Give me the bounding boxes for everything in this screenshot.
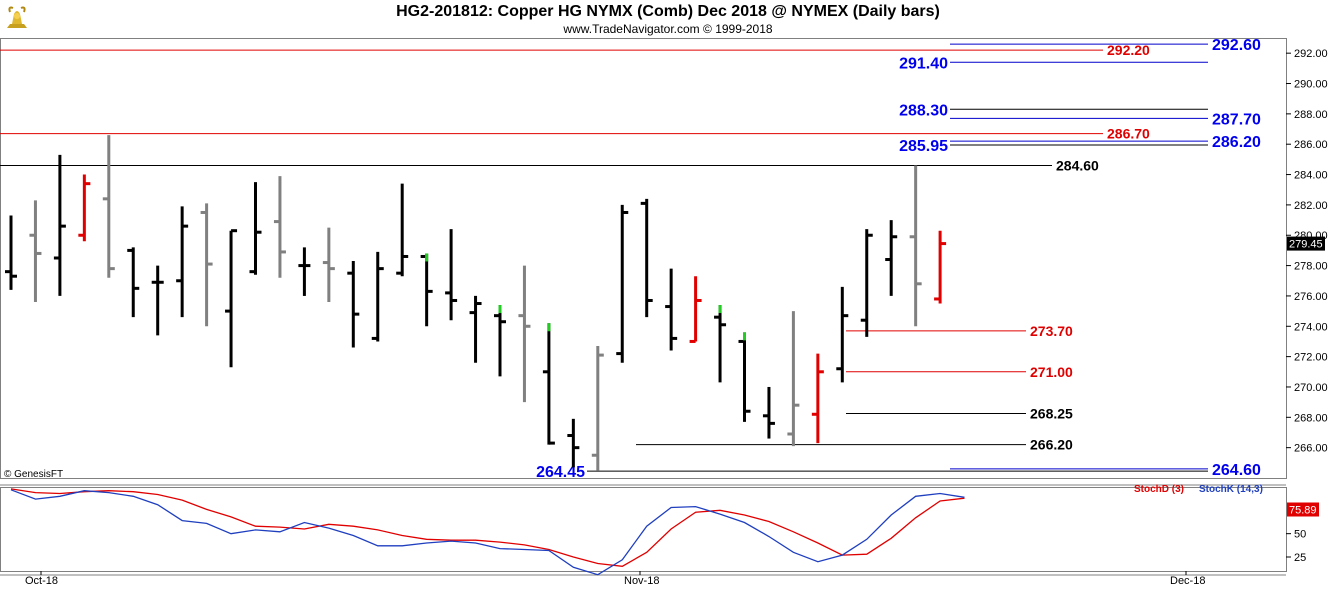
y-tick-label: 270.00 <box>1294 382 1328 394</box>
legend-stochd: StochD (3) <box>1134 484 1184 495</box>
level-label: 273.70 <box>1030 323 1073 339</box>
level-label: 287.70 <box>1212 111 1261 128</box>
level-label: 264.60 <box>1212 462 1261 479</box>
copyright-text: © GenesisFT <box>4 469 64 480</box>
chart-subtitle: www.TradeNavigator.com © 1999-2018 <box>563 22 773 36</box>
price-panel-frame <box>0 38 1287 479</box>
y-tick-label: 266.00 <box>1294 443 1328 455</box>
osc-tick-label: 25 <box>1294 552 1306 564</box>
x-tick-label: Oct-18 <box>25 575 58 587</box>
y-tick-label: 274.00 <box>1294 321 1328 333</box>
y-tick-label: 290.00 <box>1294 79 1328 91</box>
level-label: 271.00 <box>1030 364 1073 380</box>
gold-bull-logo-icon <box>4 2 30 32</box>
y-tick-label: 292.00 <box>1294 48 1328 60</box>
level-label: 286.20 <box>1212 134 1261 151</box>
level-label: 288.30 <box>899 102 948 119</box>
chart-title: HG2-201812: Copper HG NYMX (Comb) Dec 20… <box>396 3 940 20</box>
level-label: 266.20 <box>1030 437 1073 453</box>
legend-stochk: StochK (14,3) <box>1199 484 1263 495</box>
level-label: 284.60 <box>1056 157 1099 173</box>
y-tick-label: 272.00 <box>1294 352 1328 364</box>
level-label: 292.20 <box>1107 42 1150 58</box>
last-price-box <box>1287 236 1325 251</box>
y-tick-label: 268.00 <box>1294 412 1328 424</box>
y-tick-label: 286.00 <box>1294 139 1328 151</box>
level-label: 264.45 <box>536 464 585 481</box>
y-tick-label: 282.00 <box>1294 200 1328 212</box>
y-tick-label: 288.00 <box>1294 109 1328 121</box>
y-tick-label: 284.00 <box>1294 170 1328 182</box>
level-label: 268.25 <box>1030 406 1073 422</box>
stochk-line <box>10 489 965 576</box>
x-tick-label: Dec-18 <box>1170 575 1205 587</box>
osc-last-box <box>1287 502 1319 517</box>
stochd-line <box>10 488 965 567</box>
osc-last-label: 75.89 <box>1289 505 1317 517</box>
y-tick-label: 278.00 <box>1294 261 1328 273</box>
level-label: 291.40 <box>899 55 948 72</box>
oscillator-panel-frame <box>0 487 1287 572</box>
level-label: 292.60 <box>1212 37 1261 54</box>
level-label: 285.95 <box>899 138 948 155</box>
last-price-label: 279.45 <box>1289 239 1323 251</box>
x-tick-label: Nov-18 <box>624 575 659 587</box>
osc-tick-label: 50 <box>1294 529 1306 541</box>
level-label: 286.70 <box>1107 126 1150 142</box>
y-tick-label: 276.00 <box>1294 291 1328 303</box>
